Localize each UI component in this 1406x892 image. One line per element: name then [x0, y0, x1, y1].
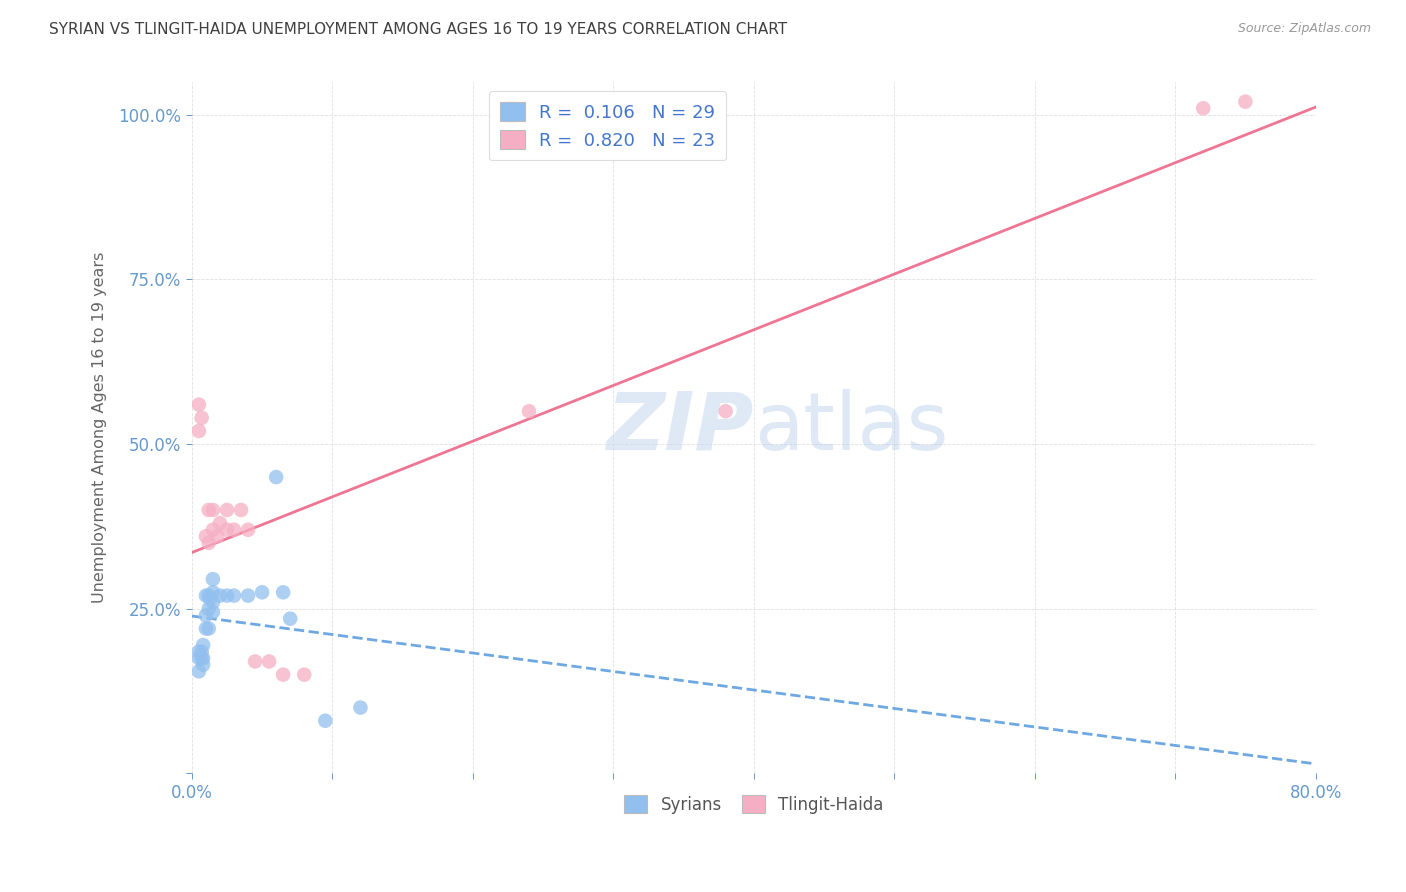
Point	[197, 589, 219, 603]
Point	[229, 503, 252, 517]
Point	[264, 470, 287, 484]
Point	[190, 651, 212, 665]
Legend: Syrians, Tlingit-Haida: Syrians, Tlingit-Haida	[614, 785, 894, 824]
Point	[187, 651, 209, 665]
Point	[201, 523, 224, 537]
Point	[222, 589, 245, 603]
Point	[198, 591, 221, 606]
Point	[215, 589, 238, 603]
Point	[205, 529, 228, 543]
Point	[190, 644, 212, 658]
Y-axis label: Unemployment Among Ages 16 to 19 years: Unemployment Among Ages 16 to 19 years	[93, 252, 107, 603]
Point	[194, 622, 217, 636]
Text: atlas: atlas	[754, 389, 948, 467]
Point	[187, 665, 209, 679]
Point	[187, 424, 209, 438]
Point	[187, 398, 209, 412]
Point	[250, 585, 273, 599]
Point	[236, 523, 259, 537]
Point	[222, 523, 245, 537]
Point	[257, 655, 280, 669]
Text: Source: ZipAtlas.com: Source: ZipAtlas.com	[1237, 22, 1371, 36]
Point	[201, 605, 224, 619]
Point	[208, 589, 231, 603]
Point	[187, 644, 209, 658]
Point	[191, 651, 214, 665]
Point	[201, 503, 224, 517]
Text: SYRIAN VS TLINGIT-HAIDA UNEMPLOYMENT AMONG AGES 16 TO 19 YEARS CORRELATION CHART: SYRIAN VS TLINGIT-HAIDA UNEMPLOYMENT AMO…	[49, 22, 787, 37]
Point	[278, 612, 301, 626]
Point	[714, 404, 737, 418]
Point	[1192, 101, 1215, 115]
Point	[208, 516, 231, 531]
Point	[194, 589, 217, 603]
Point	[271, 667, 294, 681]
Point	[194, 529, 217, 543]
Point	[194, 608, 217, 623]
Point	[349, 700, 371, 714]
Point	[191, 657, 214, 672]
Point	[517, 404, 540, 418]
Point	[243, 655, 266, 669]
Point	[236, 589, 259, 603]
Point	[191, 638, 214, 652]
Point	[292, 667, 315, 681]
Point	[201, 595, 224, 609]
Point	[197, 622, 219, 636]
Point	[197, 601, 219, 615]
Point	[215, 503, 238, 517]
Point	[201, 572, 224, 586]
Point	[201, 585, 224, 599]
Point	[215, 523, 238, 537]
Point	[197, 536, 219, 550]
Point	[197, 503, 219, 517]
Point	[271, 585, 294, 599]
Text: ZIP: ZIP	[606, 389, 754, 467]
Point	[314, 714, 336, 728]
Point	[1234, 95, 1257, 109]
Point	[190, 410, 212, 425]
